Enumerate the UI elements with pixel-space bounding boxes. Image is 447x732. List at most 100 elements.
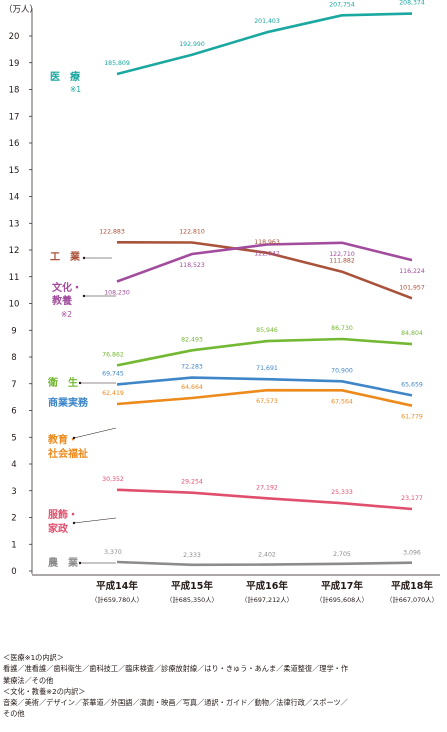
data-label-eisei: 86,730 xyxy=(331,325,353,332)
data-label-kyoiku: 67,564 xyxy=(331,398,353,405)
data-label-bunka: 122,042 xyxy=(254,251,280,258)
x-category-label: 平成16年 xyxy=(246,580,288,592)
data-label-iryo: 185,809 xyxy=(104,60,130,67)
data-labels: 185,809 192,990 201,403 207,754 208,374 122,8… xyxy=(99,0,425,559)
data-label-eisei: 84,804 xyxy=(401,330,423,337)
series-line-bunka xyxy=(116,241,413,283)
data-label-eisei: 76,862 xyxy=(102,351,124,358)
y-tick-label: 17 xyxy=(9,112,20,122)
data-label-shogyo: 72,283 xyxy=(181,364,203,371)
y-tick-label: 12 xyxy=(9,246,20,256)
series-line-shogyo xyxy=(116,376,413,397)
data-label-nogyo: 2,705 xyxy=(333,551,351,558)
y-tick-label: 20 xyxy=(9,32,20,42)
data-label-iryo: 207,754 xyxy=(329,1,355,8)
series-line-kyoiku xyxy=(116,388,413,407)
y-tick-label: 10 xyxy=(9,300,20,310)
series-name-fukushoku: 服飾・ xyxy=(48,508,78,521)
leader-dot-bunka xyxy=(82,294,86,298)
data-label-kogyo: 101,957 xyxy=(399,284,425,291)
data-label-kogyo: 111,882 xyxy=(329,258,355,265)
series-note-bunka: ※2 xyxy=(61,310,72,319)
series-lines xyxy=(116,12,413,567)
series-line-fukushoku xyxy=(116,488,413,511)
series-line-eisei xyxy=(116,337,413,367)
y-tick-label: 6 xyxy=(11,407,16,417)
leader-dot-nogyo xyxy=(78,561,82,565)
leader-dot-eisei xyxy=(78,381,82,385)
y-tick-label: 8 xyxy=(11,353,16,363)
data-label-iryo: 201,403 xyxy=(254,18,280,25)
footnotes: ＜医療※1の内訳＞ 看護／准看護／歯科衛生／歯科技工／臨床検査／診療放射線／はり… xyxy=(3,652,447,720)
y-tick-label: 1 xyxy=(11,540,16,550)
y-tick-label: 13 xyxy=(9,219,20,229)
data-label-bunka: 116,224 xyxy=(399,268,425,275)
leader-dot-fukushoku xyxy=(72,521,76,525)
data-label-iryo: 192,990 xyxy=(179,41,205,48)
series-name-bunka: 文化・ xyxy=(52,281,82,294)
data-label-bunka: 122,710 xyxy=(329,251,355,258)
data-label-fukushoku: 27,192 xyxy=(256,484,278,491)
x-category-total: （計659,780人） xyxy=(91,595,143,604)
iryo-breakdown-header-text: ＜医療※1の内訳＞ xyxy=(3,653,64,662)
x-category-label: 平成15年 xyxy=(171,580,213,592)
series-line-nogyo xyxy=(116,560,413,567)
leader-dot-kyoiku xyxy=(72,436,76,440)
series-note-iryo: ※1 xyxy=(70,85,81,94)
data-label-fukushoku: 30,352 xyxy=(102,476,124,483)
data-label-fukushoku: 23,177 xyxy=(401,495,423,502)
data-label-kogyo: 118,963 xyxy=(254,239,280,246)
y-tick-label: 19 xyxy=(9,59,20,69)
y-tick-label: 4 xyxy=(11,460,16,470)
data-label-shogyo: 70,900 xyxy=(331,367,353,374)
y-tick-label: 14 xyxy=(9,193,20,203)
x-category-total: （計695,608人） xyxy=(316,595,368,604)
series-name-bunka: 教養 xyxy=(51,294,72,307)
data-label-shogyo: 71,691 xyxy=(256,365,278,372)
series-name-eisei: 衛 生 xyxy=(47,376,78,389)
data-label-iryo: 208,374 xyxy=(399,0,425,7)
series-name-kyoiku: 教育・ xyxy=(47,433,78,446)
bunka-breakdown-line-2: その他 xyxy=(3,709,25,719)
x-category-label: 平成17年 xyxy=(321,580,363,592)
y-tick-label: 0 xyxy=(11,567,16,577)
data-label-fukushoku: 25,333 xyxy=(331,489,353,496)
series-name-nogyo: 農 業 xyxy=(48,556,79,569)
x-category-total: （計667,070人） xyxy=(386,595,438,604)
series-name-kyoiku: 社会福祉 xyxy=(47,447,88,460)
y-tick-label: 15 xyxy=(9,166,20,176)
x-category-total: （計697,212人） xyxy=(241,595,293,604)
iryo-breakdown-line-2: 業療法／その他 xyxy=(3,675,54,685)
y-tick-label: 18 xyxy=(9,86,20,96)
data-label-shogyo: 65,659 xyxy=(401,381,423,388)
series-name-iryo: 医 療 xyxy=(50,70,80,83)
series-name-kogyo: 工 業 xyxy=(50,250,81,263)
x-category-label: 平成18年 xyxy=(391,580,433,592)
y-tick-label: 9 xyxy=(11,326,16,336)
series-name-shogyo: 商業実務 xyxy=(48,396,89,409)
leader-line-kyoiku xyxy=(73,427,117,439)
data-label-fukushoku: 29,254 xyxy=(181,479,203,486)
data-label-eisei: 85,946 xyxy=(256,327,278,334)
y-tick-label: 3 xyxy=(11,487,16,497)
data-label-kogyo: 122,810 xyxy=(179,228,205,235)
y-tick-label: 7 xyxy=(11,380,16,390)
data-label-kyoiku: 62,419 xyxy=(102,390,124,397)
data-label-kyoiku: 64,664 xyxy=(181,384,203,391)
data-label-shogyo: 69,745 xyxy=(102,370,124,377)
data-label-kyoiku: 61,779 xyxy=(401,414,423,421)
series-line-kogyo xyxy=(116,241,413,300)
x-category-label: 平成14年 xyxy=(96,580,138,592)
x-category-total: （計685,350人） xyxy=(166,595,218,604)
leader-line-fukushoku xyxy=(73,517,117,524)
y-tick-label: 16 xyxy=(9,139,20,149)
data-label-eisei: 82,493 xyxy=(181,336,203,343)
bunka-breakdown-line-1: 音楽／美術／デザイン／茶華道／外国語／演劇・映画／写真／通訳・ガイド／動物／法律… xyxy=(3,698,348,708)
iryo-breakdown-header: ＜医療※1の内訳＞ xyxy=(3,652,447,663)
series-name-fukushoku: 家政 xyxy=(48,522,69,535)
y-tick-label: 5 xyxy=(11,433,16,443)
data-label-nogyo: 2,333 xyxy=(183,552,201,559)
